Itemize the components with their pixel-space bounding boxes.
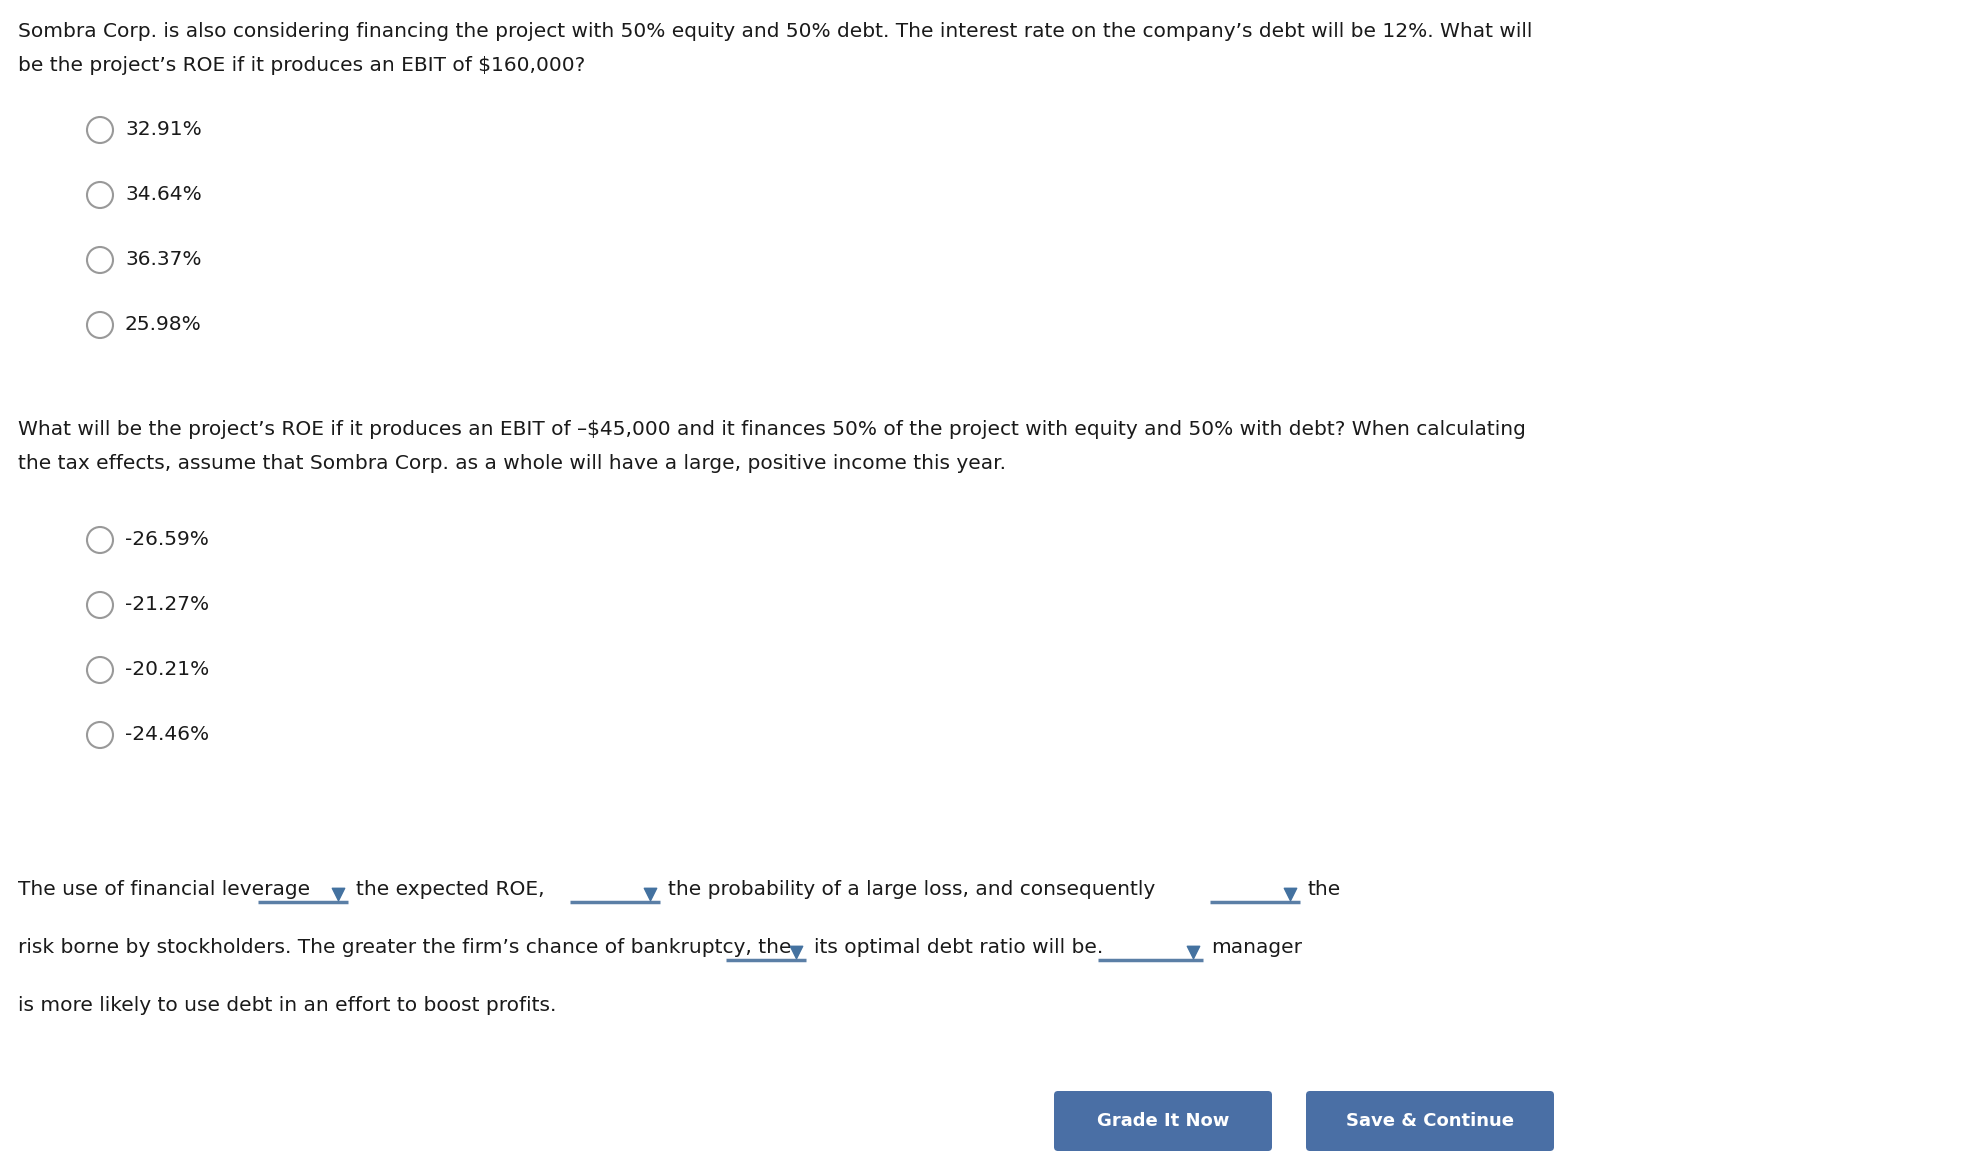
Text: -21.27%: -21.27% [124,595,209,614]
Text: -20.21%: -20.21% [124,660,209,679]
FancyBboxPatch shape [1306,1091,1553,1151]
Text: -24.46%: -24.46% [124,726,209,744]
Text: 32.91%: 32.91% [124,120,201,139]
Text: manager: manager [1209,938,1302,957]
Text: the: the [1308,880,1340,899]
Text: -26.59%: -26.59% [124,529,209,549]
Text: The use of financial leverage: The use of financial leverage [18,880,310,899]
Point [1176,943,1207,962]
Text: its optimal debt ratio will be.: its optimal debt ratio will be. [813,938,1103,957]
Text: the tax effects, assume that Sombra Corp. as a whole will have a large, positive: the tax effects, assume that Sombra Corp… [18,454,1006,473]
Text: the probability of a large loss, and consequently: the probability of a large loss, and con… [667,880,1154,899]
Text: Sombra Corp. is also considering financing the project with 50% equity and 50% d: Sombra Corp. is also considering financi… [18,22,1531,41]
Text: is more likely to use debt in an effort to boost profits.: is more likely to use debt in an effort … [18,996,556,1016]
Text: Grade It Now: Grade It Now [1097,1112,1229,1131]
Point [633,884,665,903]
Text: 25.98%: 25.98% [124,315,201,333]
Point [779,943,811,962]
Text: the expected ROE,: the expected ROE, [355,880,545,899]
FancyBboxPatch shape [1054,1091,1271,1151]
Text: be the project’s ROE if it produces an EBIT of $160,000?: be the project’s ROE if it produces an E… [18,56,584,75]
Text: Save & Continue: Save & Continue [1346,1112,1513,1131]
Text: 36.37%: 36.37% [124,250,201,269]
Point [322,884,353,903]
Text: 34.64%: 34.64% [124,185,201,204]
Point [1273,884,1304,903]
Text: risk borne by stockholders. The greater the firm’s chance of bankruptcy, the: risk borne by stockholders. The greater … [18,938,791,957]
Text: What will be the project’s ROE if it produces an EBIT of –$45,000 and it finance: What will be the project’s ROE if it pro… [18,420,1525,439]
